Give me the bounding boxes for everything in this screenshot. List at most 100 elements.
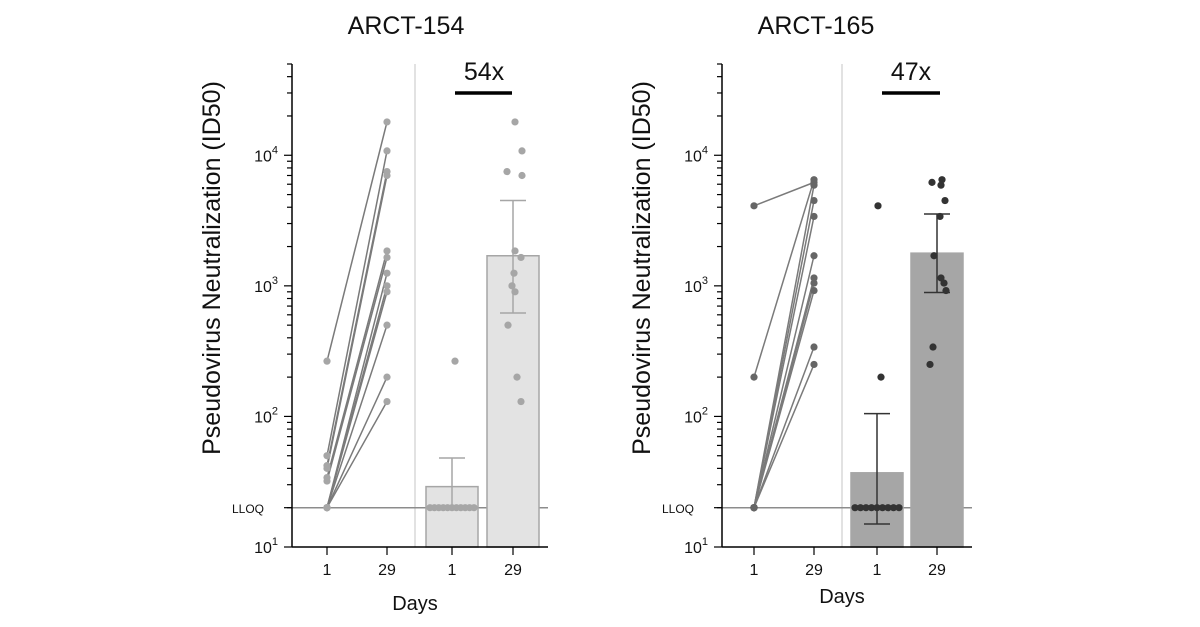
y-tick-label: 103 bbox=[684, 275, 708, 296]
paired-line bbox=[326, 150, 388, 456]
bar-data-point bbox=[940, 279, 948, 287]
day29-point bbox=[383, 118, 391, 126]
y-tick-base: 10 bbox=[254, 409, 272, 426]
y-tick-base: 10 bbox=[684, 409, 702, 426]
y-tick-label: 104 bbox=[684, 144, 708, 165]
paired-line bbox=[326, 291, 388, 508]
fold-change-label: 47x bbox=[891, 58, 932, 86]
paired-line bbox=[326, 121, 388, 362]
y-tick-exponent: 4 bbox=[702, 144, 708, 156]
day29-point bbox=[383, 282, 391, 290]
day1-point bbox=[323, 477, 331, 485]
x-tick-label: 1 bbox=[448, 562, 457, 579]
day29-point bbox=[383, 171, 391, 180]
bar-data-point bbox=[470, 504, 478, 512]
y-tick-label: 102 bbox=[254, 405, 278, 426]
y-axis-label: Pseudovirus Neutralization (ID50) bbox=[198, 81, 226, 455]
bar-data-point bbox=[926, 360, 934, 369]
paired-line bbox=[326, 401, 388, 509]
y-tick-label: 103 bbox=[254, 275, 278, 296]
plot-area bbox=[292, 64, 548, 548]
bar-data-point bbox=[503, 167, 511, 176]
panel-title: ARCT-154 bbox=[348, 12, 465, 40]
y-tick-base: 10 bbox=[684, 279, 702, 296]
y-tick-exponent: 3 bbox=[272, 275, 278, 287]
paired-line bbox=[753, 179, 815, 378]
paired-line bbox=[326, 324, 388, 508]
day29-point bbox=[383, 321, 391, 329]
day29-point bbox=[810, 212, 818, 221]
day29-point bbox=[383, 147, 391, 155]
bar-data-point bbox=[928, 178, 936, 186]
x-tick-label: 29 bbox=[378, 562, 396, 579]
day1-point bbox=[750, 504, 758, 512]
bar-data-point bbox=[511, 118, 519, 126]
bar-data-point bbox=[942, 286, 950, 295]
y-tick-base: 10 bbox=[684, 148, 702, 165]
day1-point bbox=[323, 357, 331, 365]
day29-point bbox=[383, 247, 391, 255]
day29-point bbox=[383, 288, 391, 296]
x-tick-label: 29 bbox=[805, 562, 823, 579]
x-axis-label: Days bbox=[392, 593, 438, 615]
day29-point bbox=[810, 196, 818, 205]
bar-data-point bbox=[518, 147, 526, 155]
paired-line bbox=[326, 257, 388, 482]
bar-data-point bbox=[504, 321, 512, 329]
paired-line bbox=[753, 255, 815, 508]
y-tick-exponent: 4 bbox=[272, 144, 278, 156]
bar-data-point bbox=[517, 253, 525, 262]
paired-line bbox=[753, 181, 815, 207]
day29-point bbox=[810, 176, 818, 184]
y-tick-label: 101 bbox=[254, 536, 278, 557]
lloq-label: LLOQ bbox=[232, 502, 264, 516]
bar-day-29 bbox=[910, 252, 964, 548]
y-tick-base: 10 bbox=[684, 540, 702, 557]
y-tick-exponent: 1 bbox=[272, 536, 278, 548]
bar-data-point bbox=[873, 504, 881, 512]
paired-line bbox=[326, 175, 388, 469]
bar-data-point bbox=[867, 504, 876, 512]
paired-line bbox=[753, 216, 815, 508]
y-tick-exponent: 2 bbox=[702, 405, 708, 417]
day29-point bbox=[810, 343, 818, 351]
y-tick-exponent: 2 bbox=[272, 405, 278, 417]
y-tick-label: 102 bbox=[684, 405, 708, 426]
x-tick-label: 29 bbox=[504, 562, 522, 579]
bar-data-point bbox=[938, 176, 946, 184]
day1-point bbox=[323, 452, 331, 460]
bar-data-point bbox=[895, 504, 903, 512]
day29-point bbox=[810, 252, 818, 260]
panel-arct-154: ARCT-154 Pseudovirus Neutralization (ID5… bbox=[198, 12, 548, 615]
lloq-label: LLOQ bbox=[662, 502, 694, 516]
x-tick-label: 29 bbox=[928, 562, 946, 579]
bar-data-point bbox=[862, 504, 870, 512]
bar-data-point bbox=[517, 397, 525, 406]
y-tick-base: 10 bbox=[254, 279, 272, 296]
bar-data-point bbox=[889, 504, 898, 512]
bar-data-point bbox=[508, 282, 516, 290]
y-tick-exponent: 3 bbox=[702, 275, 708, 287]
bar-data-point bbox=[518, 171, 526, 180]
bar-data-point bbox=[877, 373, 885, 381]
bar-data-point bbox=[856, 504, 865, 512]
day29-point bbox=[383, 269, 391, 277]
day29-point bbox=[810, 360, 818, 369]
panel-title: ARCT-165 bbox=[758, 12, 875, 40]
bar-data-point bbox=[451, 357, 459, 365]
fold-change-label: 54x bbox=[464, 58, 505, 86]
day1-point bbox=[750, 202, 758, 210]
bar-data-point bbox=[851, 504, 859, 512]
paired-line bbox=[326, 250, 388, 478]
bar-data-point bbox=[937, 181, 945, 189]
bar-data-point bbox=[511, 247, 519, 255]
day1-point bbox=[323, 504, 331, 512]
bar-data-point bbox=[929, 343, 937, 351]
y-tick-exponent: 1 bbox=[702, 536, 708, 548]
paired-line bbox=[753, 364, 815, 508]
bar-data-point bbox=[884, 504, 892, 512]
day29-point bbox=[383, 253, 391, 262]
x-axis-label: Days bbox=[819, 586, 865, 608]
day29-point bbox=[810, 279, 818, 287]
